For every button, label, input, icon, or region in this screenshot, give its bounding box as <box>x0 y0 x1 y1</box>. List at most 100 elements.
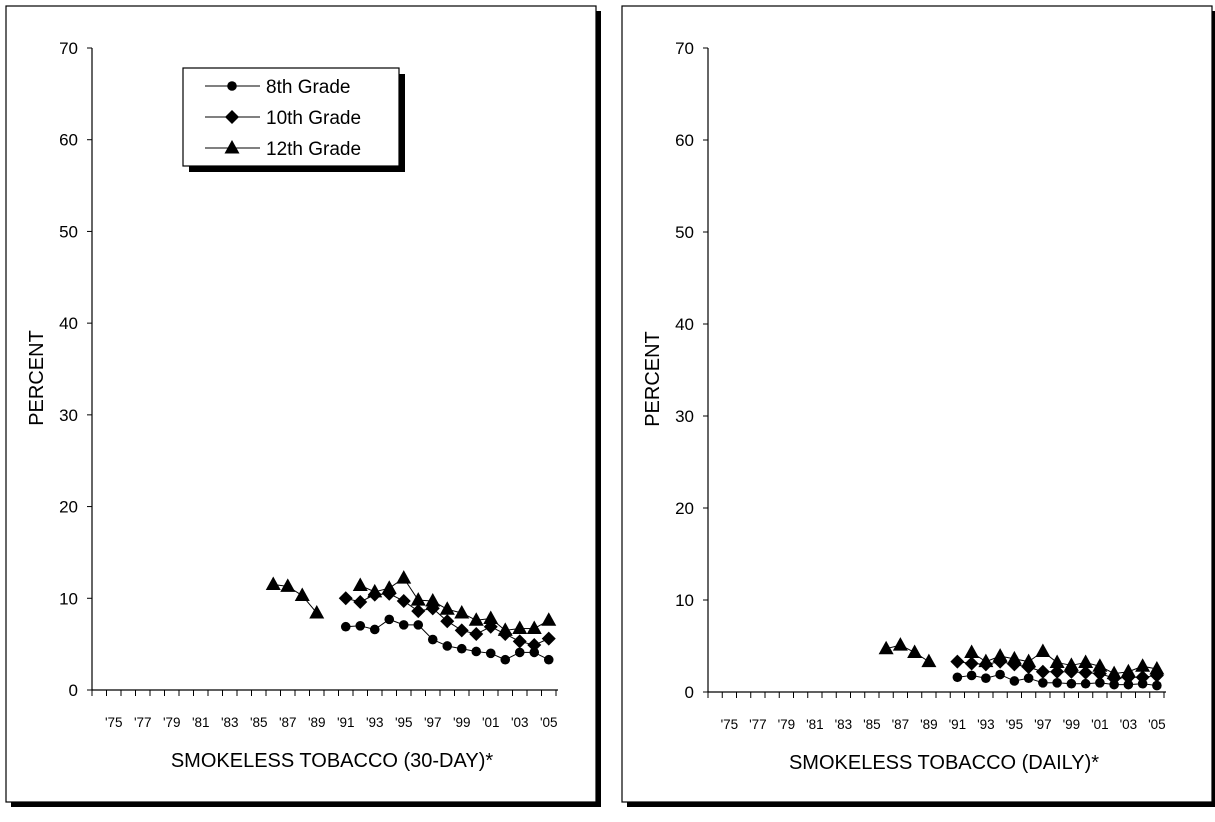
data-point <box>1063 657 1079 671</box>
y-tick-label: 10 <box>675 591 694 610</box>
data-point <box>527 638 542 653</box>
x-tick-label: '79 <box>163 715 181 730</box>
series-12th-grade <box>878 637 1165 680</box>
data-point <box>411 604 426 619</box>
x-tick-label: '03 <box>511 715 529 730</box>
data-point <box>352 577 368 591</box>
data-point <box>483 610 499 624</box>
data-point <box>425 593 441 607</box>
chart-panel-1: 0 10 20 30 40 50 60 70 '75 '77 '79 '81 '83 '85 '87 '89 '… <box>5 5 601 807</box>
x-tick-label: '83 <box>835 717 853 732</box>
data-point <box>1006 650 1022 665</box>
data-point <box>995 669 1005 680</box>
data-point <box>410 592 426 606</box>
data-point <box>469 627 484 642</box>
x-tick-label: '97 <box>1034 717 1052 732</box>
data-point <box>541 612 557 626</box>
y-tick-label: 70 <box>675 39 694 58</box>
data-point <box>1078 654 1094 669</box>
x-tick-label: '05 <box>540 715 558 730</box>
y-tick-label: 60 <box>59 131 78 150</box>
x-tick-label: '79 <box>778 717 796 732</box>
data-point <box>471 646 482 657</box>
data-point <box>454 604 470 619</box>
data-point <box>1149 661 1165 675</box>
data-point <box>541 631 556 646</box>
x-tick-label: '87 <box>279 715 297 730</box>
y-axis-title: PERCENT <box>642 331 664 427</box>
x-axis-title: SMOKELESS TOBACCO (30-DAY)* <box>171 750 494 772</box>
data-point <box>440 614 455 629</box>
x-tick-label: '99 <box>453 715 471 730</box>
data-point <box>964 656 979 671</box>
data-point <box>1120 663 1136 678</box>
data-point <box>964 644 980 658</box>
x-tick-label: '93 <box>366 715 384 730</box>
data-point <box>1050 664 1065 679</box>
data-point <box>966 670 977 681</box>
data-point <box>514 647 525 658</box>
data-point <box>381 580 397 594</box>
data-point <box>978 653 994 668</box>
data-point <box>355 621 366 631</box>
data-point <box>1095 678 1105 688</box>
y-tick-label: 50 <box>675 223 694 242</box>
data-point <box>1152 680 1162 691</box>
data-point <box>981 673 991 683</box>
x-tick-label: '91 <box>949 717 967 732</box>
data-point <box>1035 643 1051 658</box>
y-tick-label: 40 <box>59 314 78 333</box>
data-point <box>950 654 965 669</box>
data-point <box>413 620 424 630</box>
series-8th-grade <box>340 614 554 665</box>
data-point <box>1080 678 1091 689</box>
y-tick-label: 20 <box>59 498 78 517</box>
data-point <box>396 594 411 609</box>
y-tick-label: 60 <box>675 131 694 150</box>
y-axis-title: PERCENT <box>26 330 48 426</box>
x-tick-label: '81 <box>192 715 210 730</box>
data-point <box>427 634 438 645</box>
x-tick-label: '95 <box>1006 717 1024 732</box>
x-tick-label: '91 <box>337 715 355 730</box>
y-tick-label: 20 <box>675 499 694 518</box>
data-point <box>454 623 469 638</box>
legend-label: 10th Grade <box>266 108 361 129</box>
data-point <box>497 622 513 636</box>
data-point <box>1023 673 1034 683</box>
data-point <box>1009 676 1020 686</box>
x-tick-label: '93 <box>977 717 995 732</box>
data-point <box>526 620 542 635</box>
x-tick-label: '97 <box>424 715 442 730</box>
data-point <box>384 614 395 625</box>
legend-marker <box>227 81 237 91</box>
legend-marker <box>224 140 240 154</box>
data-point <box>280 578 296 592</box>
y-tick-label: 30 <box>59 406 78 425</box>
x-tick-label: '77 <box>134 715 152 730</box>
data-point <box>921 653 937 668</box>
data-point <box>1038 678 1048 688</box>
legend: 8th Grade 10th Grade 12th Grade <box>182 67 405 172</box>
x-tick-label: '95 <box>395 715 413 730</box>
data-point <box>1106 665 1122 680</box>
y-tick-label: 50 <box>59 222 78 241</box>
data-point <box>309 604 325 619</box>
data-point <box>1035 664 1050 679</box>
data-point <box>1123 679 1134 690</box>
data-point <box>1092 658 1108 672</box>
data-point <box>1135 658 1151 672</box>
data-point <box>543 654 554 665</box>
x-axis-title: SMOKELESS TOBACCO (DAILY)* <box>789 752 1099 774</box>
data-point <box>512 634 527 649</box>
x-tick-label: '85 <box>863 717 881 732</box>
y-tick-label: 10 <box>59 589 78 608</box>
data-point <box>398 620 409 630</box>
data-point <box>512 620 528 635</box>
series-12th-grade <box>265 570 557 636</box>
x-tick-label: '77 <box>749 717 767 732</box>
chart-panel-2: 0 10 20 30 40 50 60 70 '75 '77 '79 '81 '83 '85 '87 '89 '… <box>621 5 1215 807</box>
y-tick-label: 30 <box>675 407 694 426</box>
x-tick-label: '83 <box>221 715 239 730</box>
y-tick-label: 40 <box>675 315 694 334</box>
